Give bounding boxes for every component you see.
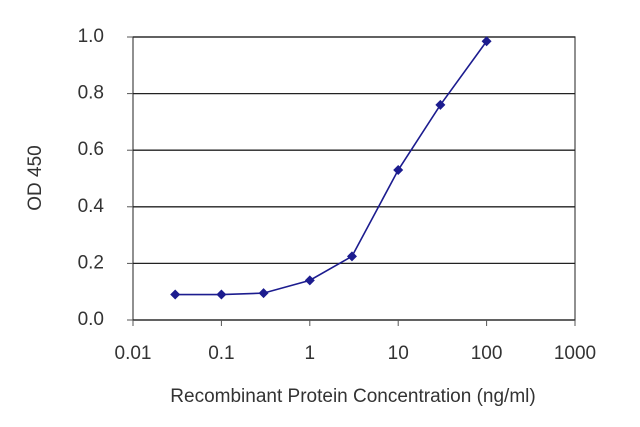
data-point — [393, 165, 404, 176]
x-tick-label: 100 — [471, 343, 503, 364]
data-point — [435, 99, 446, 110]
y-tick-label: 0.6 — [78, 139, 104, 160]
data-point — [304, 275, 315, 286]
y-tick-label: 1.0 — [78, 26, 104, 47]
data-point — [346, 251, 357, 262]
data-point — [258, 288, 269, 299]
data-point — [170, 289, 181, 300]
y-tick-label: 0.0 — [78, 309, 104, 330]
x-tick-label: 0.01 — [115, 343, 152, 364]
x-tick-label: 1000 — [554, 343, 596, 364]
x-axis-label: Recombinant Protein Concentration (ng/ml… — [170, 386, 535, 407]
x-tick-label: 0.1 — [208, 343, 234, 364]
y-tick-label: 0.2 — [78, 252, 104, 273]
y-tick-label: 0.8 — [78, 83, 104, 104]
y-axis-label: OD 450 — [25, 145, 46, 210]
y-tick-label: 0.4 — [78, 196, 105, 217]
series-line — [175, 40, 488, 296]
x-tick-label: 1 — [305, 343, 316, 364]
plot-frame — [132, 36, 576, 321]
x-tick-label: 10 — [388, 343, 409, 364]
data-point — [216, 289, 227, 300]
data-point — [481, 36, 492, 47]
